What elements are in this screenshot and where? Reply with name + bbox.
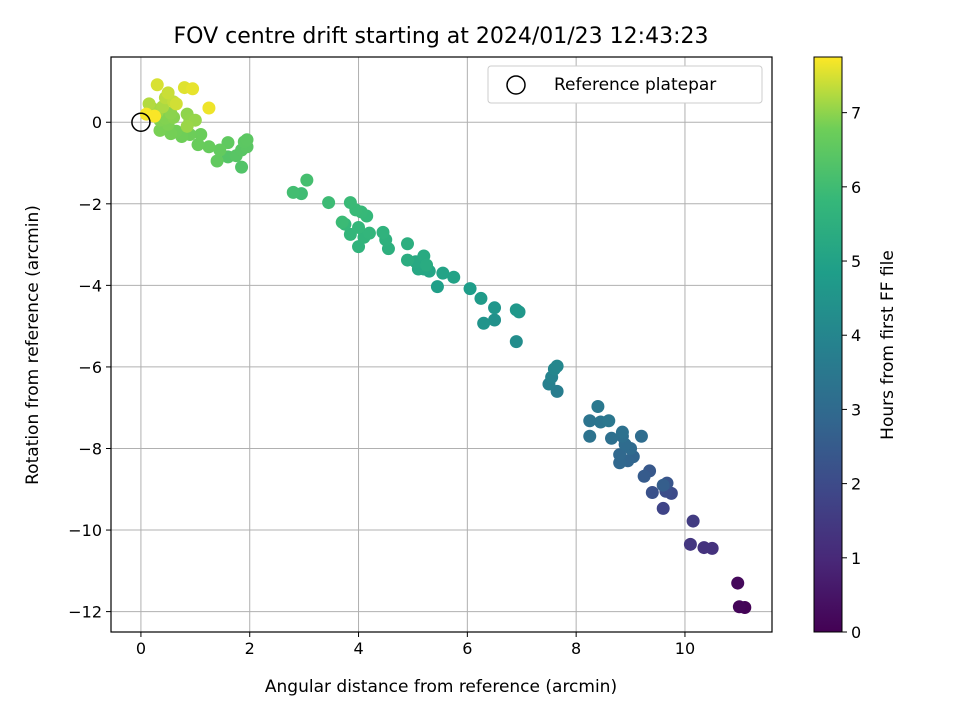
x-tick-label: 6 <box>462 639 472 658</box>
colorbar-tick-label: 0 <box>851 623 861 642</box>
data-point <box>169 97 183 111</box>
legend-marker <box>506 75 526 95</box>
data-point <box>186 82 200 96</box>
data-point <box>213 143 227 157</box>
legend: Reference platepar <box>487 65 763 104</box>
data-point <box>731 576 745 590</box>
data-point <box>436 266 450 280</box>
colorbar-gradient <box>813 56 843 633</box>
data-point <box>637 469 651 483</box>
data-point <box>420 258 434 272</box>
y-tick-label: −10 <box>68 521 102 540</box>
colorbar: 0 1 2 3 4 5 6 7 Hours from first FF file <box>813 56 898 642</box>
data-point <box>300 173 314 187</box>
legend-label: Reference platepar <box>554 75 716 95</box>
data-point <box>602 414 616 428</box>
data-point <box>142 97 156 111</box>
chart-title: FOV centre drift starting at 2024/01/23 … <box>174 24 709 49</box>
data-point <box>430 280 444 294</box>
data-point <box>194 127 208 141</box>
y-tick-label: −2 <box>78 195 102 214</box>
colorbar-tick-label: 7 <box>851 104 861 123</box>
grid-lines <box>111 57 772 632</box>
data-point <box>335 215 349 229</box>
colorbar-ticks: 0 1 2 3 4 5 6 7 <box>842 104 861 642</box>
reference-marker <box>131 112 151 132</box>
legend-box <box>487 65 763 104</box>
data-point <box>615 425 629 439</box>
data-point <box>605 431 619 445</box>
data-point <box>343 196 357 210</box>
data-point <box>591 399 605 413</box>
data-point <box>240 133 254 147</box>
data-point <box>683 537 697 551</box>
data-point <box>352 240 366 254</box>
data-point <box>210 154 224 168</box>
colorbar-tick-label: 2 <box>851 475 861 494</box>
data-point <box>463 282 477 296</box>
colorbar-tick-label: 1 <box>851 549 861 568</box>
data-point <box>656 478 670 492</box>
data-point <box>400 237 414 251</box>
data-point <box>447 270 461 284</box>
data-point <box>477 316 491 330</box>
data-point <box>400 253 414 267</box>
data-point <box>488 313 502 327</box>
data-point <box>550 359 564 373</box>
x-tick-label: 8 <box>571 639 581 658</box>
data-point <box>161 86 175 100</box>
data-point <box>583 414 597 428</box>
data-point <box>613 448 627 462</box>
colorbar-tick-label: 5 <box>851 252 861 271</box>
y-tick-label: −12 <box>68 603 102 622</box>
x-tick-label: 4 <box>353 639 363 658</box>
x-tick-label: 0 <box>136 639 146 658</box>
colorbar-label: Hours from first FF file <box>878 250 898 440</box>
y-axis-label: Rotation from reference (arcmin) <box>23 205 43 485</box>
colorbar-tick-label: 4 <box>851 326 861 345</box>
y-axis-ticks: 0 −2 −4 −6 −8 −10 −12 <box>68 113 111 622</box>
colorbar-tick-label: 6 <box>851 178 861 197</box>
data-point <box>150 78 164 92</box>
data-point <box>322 196 336 210</box>
data-point <box>352 220 366 234</box>
x-axis-ticks: 0 2 4 6 8 10 <box>136 632 695 658</box>
data-point <box>509 303 523 317</box>
data-point <box>583 429 597 443</box>
plot-frame <box>110 56 773 633</box>
data-point <box>509 335 523 349</box>
data-point <box>656 501 670 515</box>
data-point <box>732 600 746 614</box>
data-point <box>362 226 376 240</box>
data-point <box>235 160 249 174</box>
x-tick-label: 10 <box>675 639 695 658</box>
data-point <box>686 514 700 528</box>
data-point <box>286 185 300 199</box>
data-point <box>488 301 502 315</box>
colorbar-tick-label: 3 <box>851 400 861 419</box>
data-point <box>148 109 162 123</box>
data-points <box>139 78 752 615</box>
y-tick-label: −8 <box>78 439 102 458</box>
data-point <box>180 119 194 133</box>
y-tick-label: −4 <box>78 276 102 295</box>
data-point <box>634 429 648 443</box>
data-point <box>202 140 216 154</box>
x-axis-label: Angular distance from reference (arcmin) <box>265 677 617 697</box>
x-tick-label: 2 <box>245 639 255 658</box>
data-point <box>645 486 659 500</box>
data-point <box>191 138 205 152</box>
data-point <box>697 541 711 555</box>
data-point <box>474 291 488 305</box>
data-point <box>202 101 216 115</box>
y-tick-label: −6 <box>78 358 102 377</box>
data-point <box>376 225 390 239</box>
y-tick-label: 0 <box>92 113 102 132</box>
